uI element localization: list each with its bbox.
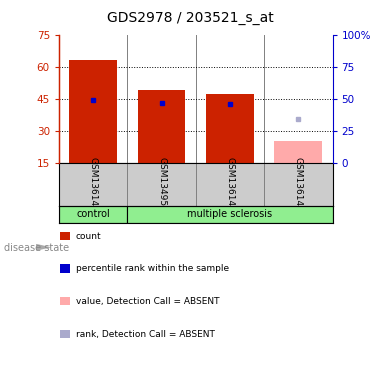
Text: GSM136147: GSM136147 — [225, 157, 234, 212]
Bar — [69, 60, 117, 163]
Text: GDS2978 / 203521_s_at: GDS2978 / 203521_s_at — [107, 11, 273, 25]
Bar — [274, 141, 322, 163]
Bar — [60, 330, 70, 338]
Bar — [127, 205, 332, 223]
Text: GSM136140: GSM136140 — [89, 157, 98, 212]
Text: GSM134953: GSM134953 — [157, 157, 166, 212]
Text: GSM136149: GSM136149 — [294, 157, 303, 212]
Text: count: count — [76, 232, 101, 241]
Text: value, Detection Call = ABSENT: value, Detection Call = ABSENT — [76, 297, 220, 306]
Bar — [60, 232, 70, 240]
Bar — [60, 265, 70, 273]
Bar — [206, 94, 254, 163]
Text: multiple sclerosis: multiple sclerosis — [187, 209, 272, 219]
Bar — [60, 297, 70, 305]
Bar — [138, 90, 185, 163]
Text: disease state: disease state — [4, 243, 69, 253]
Bar — [59, 205, 127, 223]
Text: rank, Detection Call = ABSENT: rank, Detection Call = ABSENT — [76, 329, 215, 339]
Text: control: control — [76, 209, 110, 219]
Text: percentile rank within the sample: percentile rank within the sample — [76, 264, 229, 273]
Polygon shape — [36, 244, 51, 251]
